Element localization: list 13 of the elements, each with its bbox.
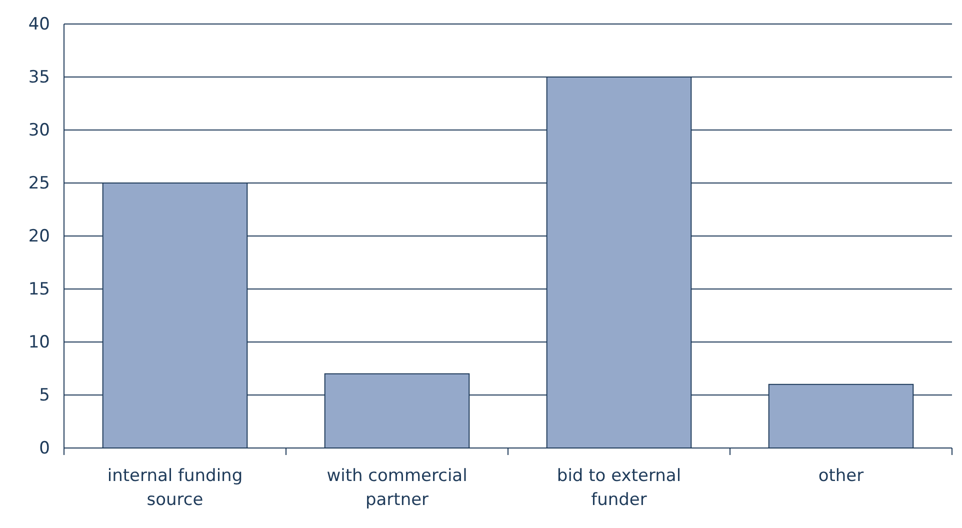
x-tick-label: other: [818, 466, 864, 486]
y-tick-label: 0: [39, 438, 50, 458]
x-tick-label: internal funding source: [107, 466, 243, 510]
y-tick-label: 5: [39, 385, 50, 406]
y-tick-label: 35: [28, 67, 50, 88]
y-tick-label: 30: [28, 120, 50, 140]
y-tick-label: 20: [28, 226, 50, 246]
y-tick-label: 25: [28, 173, 50, 194]
x-tick-label: bid to external funder: [556, 466, 682, 510]
x-tick-label: with commercial partner: [326, 466, 468, 510]
y-tick-label: 10: [28, 332, 50, 352]
y-tick-label: 15: [28, 279, 50, 300]
y-tick-label: 40: [28, 14, 50, 34]
